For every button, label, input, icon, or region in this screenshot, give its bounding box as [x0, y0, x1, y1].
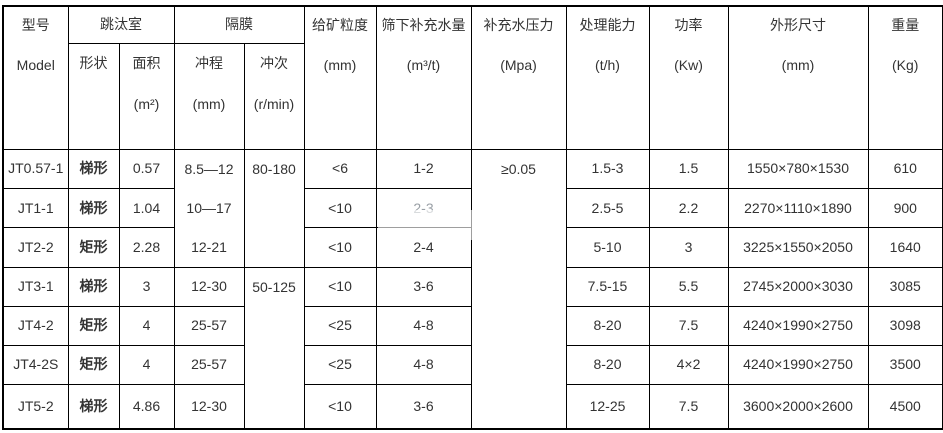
cell-weight: 3500 [867, 344, 943, 385]
cell-model: JT5-2 [2, 383, 69, 430]
cell-water-supplement: 2-3 [375, 187, 472, 229]
cell-power: 5.5 [648, 266, 729, 307]
cell-dimensions: 2745×2000×3030 [727, 266, 869, 307]
header-group-jig-chamber: 跳汰室 [67, 5, 175, 44]
cell-capacity: 8-20 [565, 344, 650, 385]
cell-power: 2.2 [648, 187, 729, 229]
cell-capacity: 1.5-3 [565, 148, 650, 189]
cell-area: 3 [118, 266, 175, 307]
cell-feed-size: <10 [303, 187, 377, 229]
cell-dimensions: 4240×1990×2750 [727, 305, 869, 346]
cell-water-pressure-merged: ≥0.05 [470, 148, 567, 430]
cell-area: 4.86 [118, 383, 175, 430]
header-model-en: Model [16, 56, 55, 73]
cell-dimensions: 1550×780×1530 [727, 148, 869, 189]
cell-power: 7.5 [648, 383, 729, 430]
header-stroke: 冲程 (mm) [173, 42, 245, 150]
cell-area: 4 [118, 305, 175, 346]
table-row: JT4-2S 矩形 4 25-57 <25 4-8 8-20 4×2 4240×… [2, 344, 943, 385]
cell-capacity: 2.5-5 [565, 187, 650, 229]
header-row-2: 形状 面积 (m²) 冲程 (mm) 冲次 (r/min) [3, 42, 943, 150]
cell-shape: 矩形 [67, 305, 120, 346]
cell-water-supplement: 3-6 [375, 383, 472, 430]
header-shape: 形状 [67, 42, 120, 150]
header-water-pressure: 补充水压力 (Mpa) [470, 5, 567, 150]
cell-capacity: 8-20 [565, 305, 650, 346]
cell-model: JT3-1 [2, 266, 69, 307]
cell-model: JT0.57-1 [2, 148, 69, 189]
header-power: 功率 (Kw) [648, 5, 729, 150]
cell-capacity: 5-10 [565, 227, 650, 268]
cell-model: JT2-2 [2, 227, 69, 268]
cell-model: JT1-1 [2, 187, 69, 229]
cell-stroke: 12-30 [173, 383, 245, 430]
cell-weight: 4500 [867, 383, 943, 430]
header-dimensions: 外形尺寸 (mm) [727, 5, 869, 150]
table-row: JT5-2 梯形 4.86 12-30 <10 3-6 12-25 7.5 36… [2, 383, 943, 430]
header-row-1: 型号 Model 跳汰室 隔膜 给矿粒度 (mm) 筛下补充水量 (m³/t) … [2, 5, 943, 150]
cell-shape: 矩形 [67, 227, 120, 268]
cell-weight: 3085 [867, 266, 943, 307]
cell-area: 2.28 [118, 227, 175, 268]
cell-dimensions: 2270×1110×1890 [727, 187, 869, 229]
cell-stroke: 25-57 [173, 344, 245, 385]
cell-stroke: 12-30 [173, 266, 245, 307]
header-feed-size: 给矿粒度 (mm) [303, 5, 377, 150]
cell-feed-size: <10 [303, 266, 377, 307]
cell-water-supplement: 2-4 [375, 227, 472, 268]
cell-shape: 梯形 [67, 383, 120, 430]
cell-water-supplement: 4-8 [375, 305, 472, 346]
cell-shape: 梯形 [67, 187, 120, 229]
cell-feed-size: <25 [303, 305, 377, 346]
cell-dimensions: 3600×2000×2600 [727, 383, 869, 430]
cell-model: JT4-2 [2, 305, 69, 346]
cell-water-supplement: 1-2 [375, 148, 472, 189]
cell-capacity: 7.5-15 [565, 266, 650, 307]
header-capacity: 处理能力 (t/h) [565, 5, 650, 150]
cell-water-supplement: 4-8 [375, 344, 472, 385]
cell-power: 3 [648, 227, 729, 268]
header-weight: 重量 (Kg) [867, 5, 943, 150]
cell-model: JT4-2S [2, 344, 69, 385]
cell-area: 0.57 [118, 148, 175, 189]
header-frequency: 冲次 (r/min) [243, 42, 305, 150]
cell-feed-size: <6 [303, 148, 377, 189]
header-model-cn: 型号 [21, 17, 50, 34]
cell-frequency-merged: 80-180 [243, 148, 305, 268]
cell-capacity: 12-25 [565, 383, 650, 430]
cell-dimensions: 3225×1550×2050 [727, 227, 869, 268]
cell-feed-size: <25 [303, 344, 377, 385]
cell-shape: 矩形 [67, 344, 120, 385]
cell-weight: 610 [867, 148, 943, 189]
cell-water-supplement: 3-6 [375, 266, 472, 307]
cell-feed-size: <10 [303, 227, 377, 268]
cell-shape: 梯形 [67, 266, 120, 307]
cell-area: 1.04 [118, 187, 175, 229]
cell-dimensions: 4240×1990×2750 [727, 344, 869, 385]
header-under-screen-water: 筛下补充水量 (m³/t) [375, 5, 472, 150]
cell-weight: 1640 [867, 227, 943, 268]
header-group-diaphragm: 隔膜 [173, 5, 305, 44]
cell-shape: 梯形 [67, 148, 120, 189]
cell-stroke: 25-57 [173, 305, 245, 346]
cell-area: 4 [118, 344, 175, 385]
cell-weight: 900 [867, 187, 943, 229]
header-area: 面积 (m²) [118, 42, 175, 150]
cell-frequency-merged: 50-125 [243, 266, 305, 430]
cell-power: 7.5 [648, 305, 729, 346]
cell-power: 1.5 [648, 148, 729, 189]
header-model: 型号 Model [2, 5, 69, 150]
jig-machine-spec-table: 型号 Model 跳汰室 隔膜 给矿粒度 (mm) 筛下补充水量 (m³/t) … [2, 5, 943, 430]
table-row: JT1-1 梯形 1.04 <10 2-3 2.5-5 2.2 2270×111… [2, 187, 943, 229]
table-row: JT0.57-1 梯形 0.57 8.5—12 10—17 12-21 80-1… [2, 148, 943, 430]
cell-weight: 3098 [867, 305, 943, 346]
cell-power: 4×2 [648, 344, 729, 385]
cell-feed-size: <10 [303, 383, 377, 430]
cell-stroke-merged: 8.5—12 10—17 12-21 [173, 148, 245, 268]
